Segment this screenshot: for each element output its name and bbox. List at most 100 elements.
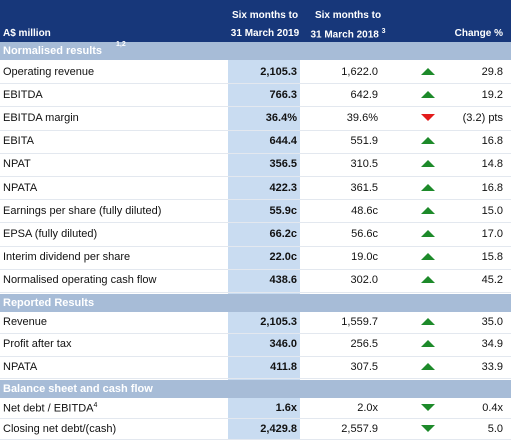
row-separator <box>0 199 511 201</box>
trend-arrow <box>421 424 435 432</box>
trend-arrow <box>421 160 435 168</box>
row-label-text: Net debt / EBITDA <box>3 402 94 415</box>
trend-arrow <box>421 403 435 411</box>
row-label: Profit after tax <box>3 338 71 350</box>
row-label: NPATA <box>3 361 37 373</box>
row-separator <box>0 418 511 419</box>
col-head: Six months to <box>231 10 299 21</box>
row-label-text: Earnings per share (fully diluted) <box>3 204 162 217</box>
section-band: Normalised results 1,2 <box>0 41 511 60</box>
row-label-text: Profit after tax <box>3 338 72 351</box>
row-label-text: EBITDA <box>3 88 43 101</box>
change-value: 34.9 <box>481 338 503 351</box>
trend-arrow <box>421 206 435 214</box>
row-label: NPAT <box>3 158 31 170</box>
change-value: 33.9 <box>481 360 503 373</box>
row-label: Closing net debt/(cash) <box>3 423 116 435</box>
row-label-text: Operating revenue <box>3 65 95 78</box>
row-separator <box>0 268 511 270</box>
row-label: NPATA <box>3 182 37 194</box>
row-separator <box>0 333 511 335</box>
row-label-text: EPSA (fully diluted) <box>3 228 98 240</box>
current-value: 2,105.3 <box>260 316 297 329</box>
trend-arrow <box>421 276 435 284</box>
change-value: 16.8 <box>481 181 503 194</box>
row-separator <box>0 377 511 379</box>
row-label: Earnings per share (fully diluted) <box>3 205 161 217</box>
section-band: Reported Results <box>0 294 511 312</box>
trend-arrow <box>421 230 435 237</box>
current-value: 22.0c <box>269 251 297 264</box>
prior-value: 256.5 <box>350 338 378 351</box>
prior-value: 302.0 <box>350 274 378 287</box>
row-label-text: NPATA <box>3 181 38 194</box>
prior-value: 39.6% <box>346 112 378 124</box>
col-head: 31 March 2019 <box>230 28 300 39</box>
current-value: 438.6 <box>269 274 297 287</box>
col-head: Six months to <box>314 10 382 21</box>
trend-arrow <box>421 253 435 261</box>
row-separator <box>0 222 511 224</box>
current-value: 766.3 <box>269 88 297 101</box>
row-label: EBITA <box>3 135 34 147</box>
row-separator <box>0 355 511 357</box>
change-value: 35.0 <box>481 316 503 329</box>
change-value: (3.2) pts <box>462 112 503 124</box>
current-value: 66.2c <box>269 228 297 240</box>
trend-arrow <box>421 362 435 370</box>
current-value: 356.5 <box>269 158 297 171</box>
prior-value: 642.9 <box>350 88 378 101</box>
prior-value: 307.5 <box>350 360 378 373</box>
col-head: Change % <box>454 28 503 39</box>
prior-value: 2,557.9 <box>341 422 378 435</box>
row-separator <box>0 83 511 85</box>
trend-arrow <box>421 318 435 326</box>
prior-value: 1,559.7 <box>341 316 378 329</box>
change-value: 15.0 <box>481 204 503 217</box>
change-value: 29.8 <box>481 65 503 78</box>
row-label-text: EBITA <box>3 135 34 148</box>
section-band: Balance sheet and cash flow <box>0 380 511 398</box>
row-separator <box>0 292 511 293</box>
footnote: 1,2 <box>116 41 126 48</box>
row-label: EBITDA <box>3 89 43 101</box>
col-head-text: 31 March 2018 <box>310 29 379 41</box>
row-separator <box>0 106 511 108</box>
row-label-text: Interim dividend per share <box>3 251 131 264</box>
change-value: 0.4x <box>482 401 503 414</box>
row-label-text: Normalised operating cash flow <box>3 274 157 287</box>
change-value: 17.0 <box>481 228 503 240</box>
row-separator <box>0 152 511 154</box>
current-value: 2,429.8 <box>260 422 297 435</box>
prior-value: 56.6c <box>351 228 378 240</box>
header-band <box>0 0 511 42</box>
prior-value: 310.5 <box>350 158 378 171</box>
change-value: 14.8 <box>481 158 503 171</box>
current-value: 346.0 <box>269 338 297 351</box>
current-value: 1.6x <box>275 401 297 414</box>
current-value: 2,105.3 <box>260 65 297 78</box>
row-label-text: Revenue <box>3 316 48 329</box>
prior-value: 48.6c <box>351 204 378 217</box>
prior-value: 1,622.0 <box>341 65 378 78</box>
row-label-text: NPATA <box>3 360 38 373</box>
col-head: 31 March 2018 3 <box>305 28 391 40</box>
row-label: EBITDA margin <box>3 112 79 124</box>
row-separator <box>0 176 511 177</box>
prior-value: 361.5 <box>350 181 378 194</box>
trend-arrow <box>421 67 435 75</box>
row-label: Net debt / EBITDA4 <box>3 402 97 415</box>
change-value: 15.8 <box>481 251 503 264</box>
current-value: 55.9c <box>269 204 297 217</box>
trend-arrow <box>421 183 435 191</box>
row-label: Revenue <box>3 316 47 328</box>
row-separator <box>0 245 511 247</box>
trend-arrow <box>421 90 435 98</box>
section-title: Normalised results <box>3 45 103 57</box>
current-value: 644.4 <box>269 135 297 148</box>
trend-arrow <box>421 340 435 348</box>
prior-value: 551.9 <box>350 135 378 148</box>
footnote: 3 <box>381 28 386 35</box>
change-value: 19.2 <box>481 88 503 101</box>
